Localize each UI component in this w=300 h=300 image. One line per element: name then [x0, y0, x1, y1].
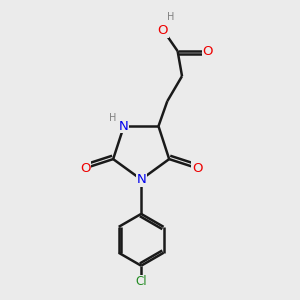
Text: H: H [109, 113, 116, 123]
Text: Cl: Cl [135, 275, 147, 288]
Text: N: N [119, 120, 129, 133]
Text: O: O [203, 45, 213, 58]
Text: O: O [192, 162, 202, 175]
Text: N: N [136, 173, 146, 186]
Text: H: H [167, 12, 174, 22]
Text: O: O [80, 162, 90, 175]
Text: O: O [158, 24, 168, 37]
